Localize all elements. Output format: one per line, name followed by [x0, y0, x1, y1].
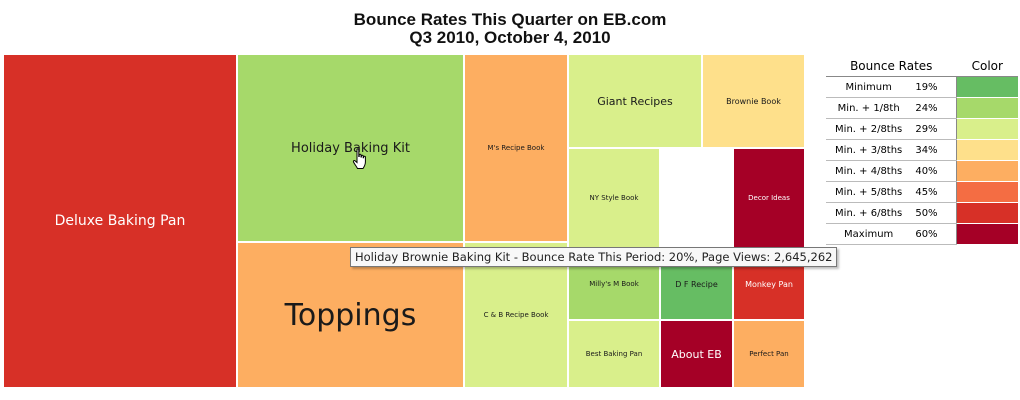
legend-row-label: Min. + 6/8ths [826, 202, 912, 224]
treemap-tile[interactable]: Brownie Book [702, 54, 805, 148]
legend-table: Bounce Rates Color Minimum 19% Min. + 1/8t… [826, 56, 1018, 245]
tile-label: Giant Recipes [597, 94, 673, 108]
tile-label: Best Baking Pan [585, 350, 643, 358]
tile-label: M's Recipe Book [487, 144, 545, 152]
treemap-tile[interactable]: Decor Ideas [733, 148, 805, 248]
legend-row-label: Min. + 5/8ths [826, 181, 912, 203]
legend-row-label: Maximum [826, 223, 912, 245]
legend-body: Minimum 19% Min. + 1/8th 24% Min. + 2/8ths 29… [826, 76, 1018, 245]
treemap-tile[interactable]: Giant Recipes [568, 54, 702, 148]
legend-header-color: Color [956, 56, 1018, 77]
legend-row-label: Min. + 1/8th [826, 97, 912, 119]
tile-label: Deluxe Baking Pan [54, 213, 186, 229]
legend-row: Maximum 60% [826, 223, 1018, 245]
tile-label: C & B Recipe Book [483, 311, 549, 319]
legend-color-swatch [956, 223, 1018, 245]
legend-row-value: 50% [911, 202, 957, 224]
legend-row-label: Min. + 3/8ths [826, 139, 912, 161]
tile-label: Perfect Pan [749, 350, 789, 358]
legend-row: Min. + 5/8ths 45% [826, 181, 1018, 203]
tile-label: Decor Ideas [748, 194, 790, 202]
legend-row: Min. + 4/8ths 40% [826, 160, 1018, 182]
tile-label: Brownie Book [726, 96, 781, 106]
legend-color-swatch [956, 202, 1018, 224]
tile-label: NY Style Book [589, 194, 639, 202]
treemap-tile[interactable]: M's Recipe Book [464, 54, 568, 242]
legend-row: Min. + 2/8ths 29% [826, 118, 1018, 140]
legend-row: Min. + 1/8th 24% [826, 97, 1018, 119]
legend-row-value: 19% [911, 76, 957, 98]
legend-header-rates: Bounce Rates [826, 56, 957, 77]
legend-row: Min. + 6/8ths 50% [826, 202, 1018, 224]
legend-row-label: Min. + 2/8ths [826, 118, 912, 140]
hand-cursor-icon [352, 148, 366, 169]
legend-row-value: 60% [911, 223, 957, 245]
legend-row: Min. + 3/8ths 34% [826, 139, 1018, 161]
treemap-tile[interactable]: About EB [660, 320, 733, 388]
chart-title: Bounce Rates This Quarter on EB.com [353, 10, 667, 29]
legend-row-label: Min. + 4/8ths [826, 160, 912, 182]
legend-color-swatch [956, 118, 1018, 140]
legend-color-swatch [956, 76, 1018, 98]
legend-row-value: 29% [911, 118, 957, 140]
legend-color-swatch [956, 139, 1018, 161]
treemap-tile[interactable]: Deluxe Baking Pan [3, 54, 237, 388]
tile-label: D F Recipe [675, 279, 718, 289]
legend-color-swatch [956, 181, 1018, 203]
tile-label: Toppings [284, 297, 417, 333]
legend-row-value: 34% [911, 139, 957, 161]
treemap-tile[interactable]: Perfect Pan [733, 320, 805, 388]
tile-label: Monkey Pan [745, 279, 793, 289]
legend-row-value: 40% [911, 160, 957, 182]
legend-row-value: 24% [911, 97, 957, 119]
chart-subtitle: Q3 2010, October 4, 2010 [409, 28, 611, 47]
treemap: Deluxe Baking Pan Holiday Baking Kit M's R… [3, 54, 805, 388]
treemap-tile[interactable]: Holiday Baking Kit [237, 54, 464, 242]
tile-label: Milly's M Book [589, 280, 639, 288]
tile-tooltip: Holiday Brownie Baking Kit - Bounce Rate… [350, 247, 838, 267]
legend-row-label: Minimum [826, 76, 912, 98]
legend-row: Minimum 19% [826, 76, 1018, 98]
legend-row-value: 45% [911, 181, 957, 203]
legend-color-swatch [956, 97, 1018, 119]
tile-label: About EB [671, 347, 722, 361]
tile-label: Holiday Baking Kit [291, 140, 410, 156]
treemap-tile[interactable]: NY Style Book [568, 148, 660, 248]
legend-header-row: Bounce Rates Color [826, 56, 1018, 77]
legend-color-swatch [956, 160, 1018, 182]
treemap-tile[interactable]: Best Baking Pan [568, 320, 660, 388]
